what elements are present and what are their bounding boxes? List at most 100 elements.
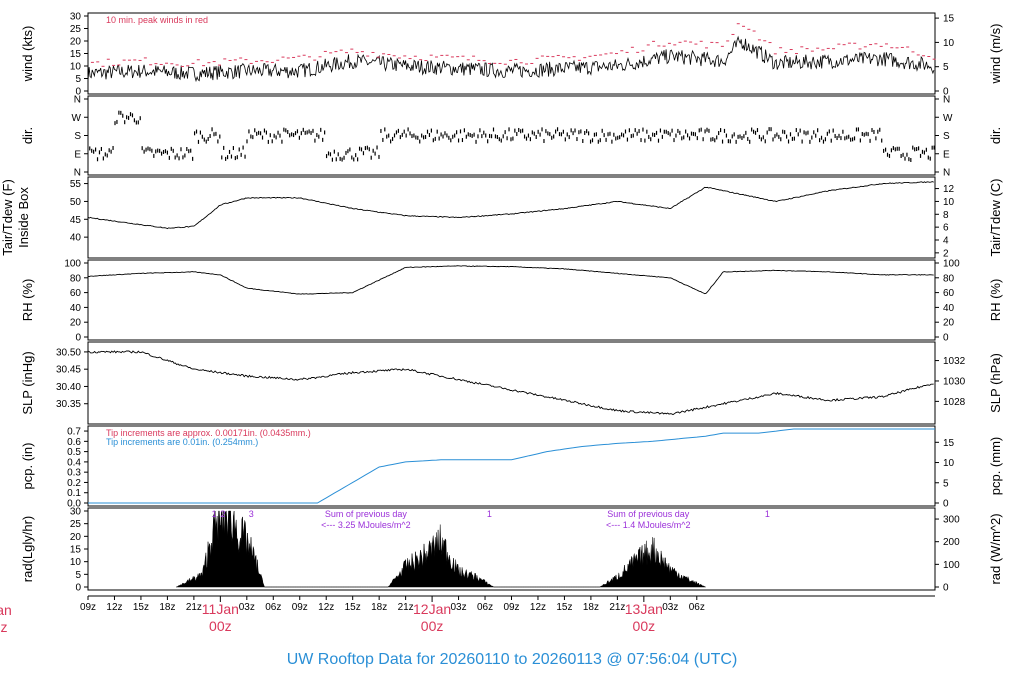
- temperature-series-line: [87, 181, 934, 230]
- left-edge-date: an: [0, 602, 12, 618]
- x-tick-label: 21z: [398, 602, 414, 613]
- x-tick-label: 21z: [186, 602, 202, 613]
- y-tick-label-right: 10: [943, 458, 955, 469]
- panel-frame: [87, 425, 936, 507]
- x-tick-label: 09z: [503, 602, 519, 613]
- y-tick-label-left: N: [74, 168, 81, 179]
- y-tick-label-right: 300: [943, 515, 960, 526]
- y-tick-label-left: 30.35: [56, 399, 81, 410]
- y-tick-label-left: 60: [70, 288, 82, 299]
- y-tick-label-right: 1032: [943, 356, 966, 367]
- y-label-right: pcp. (mm): [988, 437, 1003, 496]
- day-sum-line1: Sum of previous day: [325, 509, 408, 519]
- y-tick-label-left: 10: [70, 62, 82, 73]
- day-sum-line2: <--- 3.25 MJoules/m^2: [321, 520, 411, 530]
- y-tick-label-right: 10: [943, 197, 955, 208]
- y-tick-label-right: 12: [943, 184, 955, 195]
- y-tick-label-right: N: [943, 95, 950, 106]
- y-tick-label-right: 0: [943, 583, 949, 594]
- y-tick-label-left: 10: [70, 557, 82, 568]
- panel-frame: [87, 341, 936, 425]
- y-tick-label-right: 100: [943, 560, 960, 571]
- y-tick-label-right: 20: [943, 318, 955, 329]
- y-tick-label-left: 20: [70, 318, 82, 329]
- x-tick-label: 03z: [451, 602, 467, 613]
- x-tick-label: 06z: [477, 602, 493, 613]
- y-tick-label-right: 4: [943, 236, 949, 247]
- y-label-right: wind (m/s): [988, 24, 1003, 85]
- x-tick-label: 03z: [239, 602, 255, 613]
- y-tick-label-right: 6: [943, 223, 949, 234]
- y-tick-label-right: 8: [943, 210, 949, 221]
- y-tick-label-left: 0: [75, 87, 81, 98]
- y-tick-label-right: 0: [943, 499, 949, 510]
- x-tick-label: 12z: [318, 602, 334, 613]
- y-tick-label-left: 20: [70, 37, 82, 48]
- y-tick-label-left: W: [72, 113, 82, 124]
- x-tick-label: 15z: [556, 602, 572, 613]
- panel-frame: [87, 176, 936, 259]
- y-tick-label-left: 30: [70, 12, 82, 23]
- y-label-right: RH (%): [988, 279, 1003, 322]
- x-tick-label: 09z: [80, 602, 96, 613]
- y-tick-label-left: 30.45: [56, 365, 81, 376]
- relative-humidity-series-line: [87, 265, 934, 295]
- x-tick-label: 21z: [609, 602, 625, 613]
- y-label-left: dir.: [20, 127, 35, 144]
- day-sum-line2: <--- 1.4 MJoules/m^2: [606, 520, 691, 530]
- y-tick-label-left: 15: [70, 49, 82, 60]
- precip-note-2: Tip increments are 0.01in. (0.254mm.): [106, 437, 258, 447]
- y-tick-label-left: 0.7: [67, 427, 81, 438]
- y-tick-label-right: 10: [943, 38, 955, 49]
- x-tick-label: 12z: [530, 602, 546, 613]
- panel-frame: [87, 95, 936, 176]
- wind-series-line: [87, 35, 935, 83]
- y-label-left: Inside Box: [16, 187, 31, 248]
- y-tick-label-right: E: [943, 149, 950, 160]
- y-label-right: rad (W/m^2): [988, 513, 1003, 584]
- y-tick-label-left: 15: [70, 545, 82, 556]
- y-tick-label-left: 0.4: [67, 457, 81, 468]
- chart-title: UW Rooftop Data for 20260110 to 20260113…: [287, 651, 738, 668]
- y-tick-label-right: 60: [943, 288, 955, 299]
- y-label-left: Tair/Tdew (F): [0, 179, 15, 256]
- wind-note: 10 min. peak winds in red: [106, 15, 208, 25]
- y-tick-label-left: 30.40: [56, 382, 81, 393]
- precip-series-line: [88, 428, 935, 504]
- y-label-right: Tair/Tdew (C): [988, 178, 1003, 256]
- x-tick-label: 12z: [106, 602, 122, 613]
- y-tick-label-right: 100: [943, 259, 960, 270]
- radiation-peak-marker: 1: [765, 509, 770, 519]
- y-tick-label-left: N: [74, 95, 81, 106]
- day-sum-line1: Sum of previous day: [607, 509, 690, 519]
- x-tick-label: 09z: [292, 602, 308, 613]
- y-tick-label-right: W: [943, 113, 953, 124]
- y-tick-label-left: 40: [70, 303, 82, 314]
- y-tick-label-left: 0.5: [67, 447, 81, 458]
- left-edge-hour: z: [1, 619, 8, 635]
- y-tick-label-left: 30: [70, 507, 82, 518]
- y-tick-label-left: 40: [70, 233, 82, 244]
- y-label-left: RH (%): [20, 279, 35, 322]
- y-tick-label-left: 0.0: [67, 499, 81, 510]
- x-tick-label: 18z: [371, 602, 387, 613]
- y-tick-label-left: 0.2: [67, 478, 81, 489]
- x-tick-label: 03z: [662, 602, 678, 613]
- x-tick-label: 18z: [159, 602, 175, 613]
- radiation-peak-marker: 1: [487, 509, 492, 519]
- x-tick-label: 06z: [265, 602, 281, 613]
- y-tick-label-right: 15: [943, 438, 955, 449]
- panel-frame: [87, 259, 936, 341]
- y-tick-label-left: 45: [70, 215, 82, 226]
- y-tick-label-left: 30.50: [56, 347, 81, 358]
- y-tick-label-right: 1028: [943, 397, 966, 408]
- day-label-date: 13Jan: [625, 601, 663, 617]
- y-tick-label-left: 100: [64, 259, 81, 270]
- y-tick-label-right: 0: [943, 87, 949, 98]
- radiation-peak-marker: 3: [249, 509, 254, 519]
- y-tick-label-left: 20: [70, 532, 82, 543]
- y-tick-label-left: 5: [75, 74, 81, 85]
- day-label-date: 11Jan: [202, 601, 239, 617]
- y-label-left: wind (kts): [20, 26, 35, 83]
